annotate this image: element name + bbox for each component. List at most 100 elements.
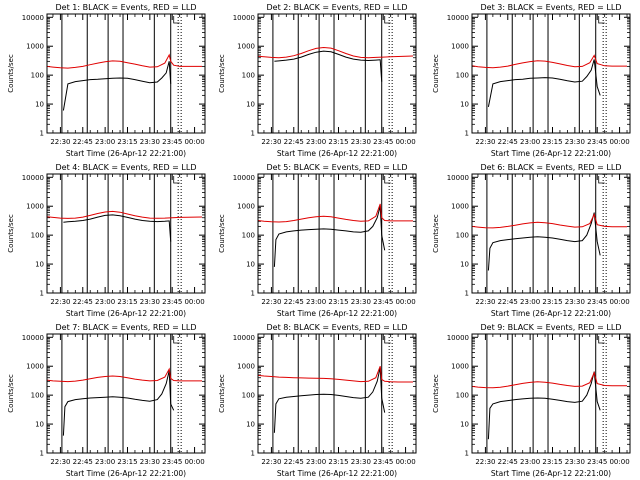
x-axis-label: Start Time (26-Apr-12 22:21:00) — [277, 309, 397, 318]
plot-frame — [471, 173, 631, 294]
y-tick-label: 10 — [246, 101, 255, 109]
marker-bracket — [384, 16, 391, 24]
panel-det-7: Det 7: BLACK = Events, RED = LLD Start Ti… — [7, 323, 206, 478]
y-axis-label: Counts/sec — [432, 374, 440, 413]
x-tick-label: 22:45 — [73, 138, 93, 146]
y-tick-label: 100 — [242, 72, 255, 80]
y-tick-label: 1000 — [237, 43, 255, 51]
y-tick-label: 1000 — [26, 203, 44, 211]
panel-det-4: Det 4: BLACK = Events, RED = LLD Start Ti… — [7, 163, 206, 318]
y-tick-label: 10 — [35, 261, 44, 269]
x-tick-label: 22:30 — [50, 458, 70, 466]
plot-frame — [46, 333, 206, 454]
y-axis-label: Counts/sec — [7, 374, 15, 413]
panel-title: Det 2: BLACK = Events, RED = LLD — [267, 3, 408, 12]
x-tick-label: 23:15 — [117, 298, 137, 306]
x-tick-label: 23:45 — [373, 458, 393, 466]
panel-title: Det 9: BLACK = Events, RED = LLD — [481, 323, 622, 332]
plot-frame — [257, 173, 417, 294]
x-tick-label: 23:30 — [140, 138, 160, 146]
x-axis-label: Start Time (26-Apr-12 22:21:00) — [491, 469, 611, 478]
series-line-lld — [471, 213, 627, 229]
y-tick-label: 1 — [40, 290, 44, 298]
panel-title: Det 6: BLACK = Events, RED = LLD — [481, 163, 622, 172]
marker-bracket — [384, 176, 391, 184]
y-tick-label: 100 — [242, 392, 255, 400]
x-tick-label: 00:00 — [184, 298, 204, 306]
series-line-lld — [257, 203, 413, 223]
x-tick-label: 00:00 — [184, 138, 204, 146]
x-axis-label: Start Time (26-Apr-12 22:21:00) — [277, 469, 397, 478]
panel-det-1: Det 1: BLACK = Events, RED = LLD Start Ti… — [7, 3, 206, 158]
x-tick-label: 23:00 — [306, 298, 326, 306]
x-tick-label: 22:45 — [284, 298, 304, 306]
y-tick-label: 1000 — [237, 203, 255, 211]
y-tick-label: 10000 — [22, 174, 44, 182]
x-tick-label: 22:30 — [261, 138, 281, 146]
x-tick-label: 23:30 — [140, 298, 160, 306]
plot-frame — [257, 333, 417, 454]
x-tick-label: 23:15 — [328, 138, 348, 146]
x-tick-label: 22:30 — [475, 138, 495, 146]
x-tick-label: 23:15 — [542, 458, 562, 466]
x-tick-label: 00:00 — [184, 458, 204, 466]
y-tick-label: 1 — [40, 130, 44, 138]
y-tick-label: 10000 — [233, 174, 255, 182]
y-axis-label: Counts/sec — [218, 214, 226, 253]
x-tick-label: 22:30 — [50, 298, 70, 306]
x-tick-label: 23:00 — [520, 138, 540, 146]
x-tick-label: 23:00 — [306, 458, 326, 466]
y-tick-label: 100 — [31, 72, 44, 80]
y-tick-label: 1 — [465, 450, 469, 458]
x-tick-label: 23:15 — [117, 458, 137, 466]
x-tick-label: 23:00 — [520, 298, 540, 306]
series-line-lld — [46, 367, 202, 383]
y-tick-label: 10 — [35, 421, 44, 429]
x-tick-label: 22:30 — [261, 458, 281, 466]
y-tick-label: 100 — [31, 392, 44, 400]
x-tick-label: 22:30 — [261, 298, 281, 306]
marker-bracket — [598, 336, 605, 344]
y-tick-label: 100 — [31, 232, 44, 240]
y-tick-label: 1000 — [26, 363, 44, 371]
panel-det-9: Det 9: BLACK = Events, RED = LLD Start Ti… — [432, 323, 631, 478]
x-tick-label: 23:45 — [587, 298, 607, 306]
series-line-events — [487, 59, 601, 107]
panel-title: Det 4: BLACK = Events, RED = LLD — [56, 163, 197, 172]
marker-bracket — [173, 176, 180, 184]
x-tick-label: 23:30 — [565, 138, 585, 146]
y-tick-label: 1000 — [451, 363, 469, 371]
x-tick-label: 23:45 — [373, 138, 393, 146]
plot-frame — [46, 13, 206, 134]
series-line-events — [63, 214, 172, 242]
y-tick-label: 1 — [251, 130, 255, 138]
x-tick-label: 23:30 — [351, 458, 371, 466]
y-tick-label: 1000 — [26, 43, 44, 51]
x-tick-label: 23:30 — [565, 458, 585, 466]
x-tick-label: 00:00 — [395, 138, 415, 146]
panel-det-6: Det 6: BLACK = Events, RED = LLD Start Ti… — [432, 163, 631, 318]
y-axis-label: Counts/sec — [432, 214, 440, 253]
series-line-lld — [471, 371, 627, 389]
x-tick-label: 23:30 — [140, 458, 160, 466]
series-line-events — [273, 206, 386, 267]
series-line-events — [62, 61, 172, 111]
y-tick-label: 1 — [251, 290, 255, 298]
x-tick-label: 00:00 — [395, 458, 415, 466]
panel-title: Det 1: BLACK = Events, RED = LLD — [56, 3, 197, 12]
y-tick-label: 10000 — [233, 14, 255, 22]
x-tick-label: 23:00 — [520, 458, 540, 466]
y-tick-label: 100 — [456, 392, 469, 400]
y-tick-label: 10 — [460, 101, 469, 109]
x-tick-label: 23:45 — [162, 138, 182, 146]
x-tick-label: 23:15 — [542, 298, 562, 306]
series-line-lld — [257, 46, 414, 59]
x-tick-label: 23:15 — [328, 458, 348, 466]
series-line-lld — [46, 53, 202, 69]
series-line-lld — [471, 54, 627, 69]
y-axis-label: Counts/sec — [7, 214, 15, 253]
x-tick-label: 23:15 — [328, 298, 348, 306]
y-tick-label: 10000 — [22, 334, 44, 342]
y-axis-label: Counts/sec — [7, 54, 15, 93]
